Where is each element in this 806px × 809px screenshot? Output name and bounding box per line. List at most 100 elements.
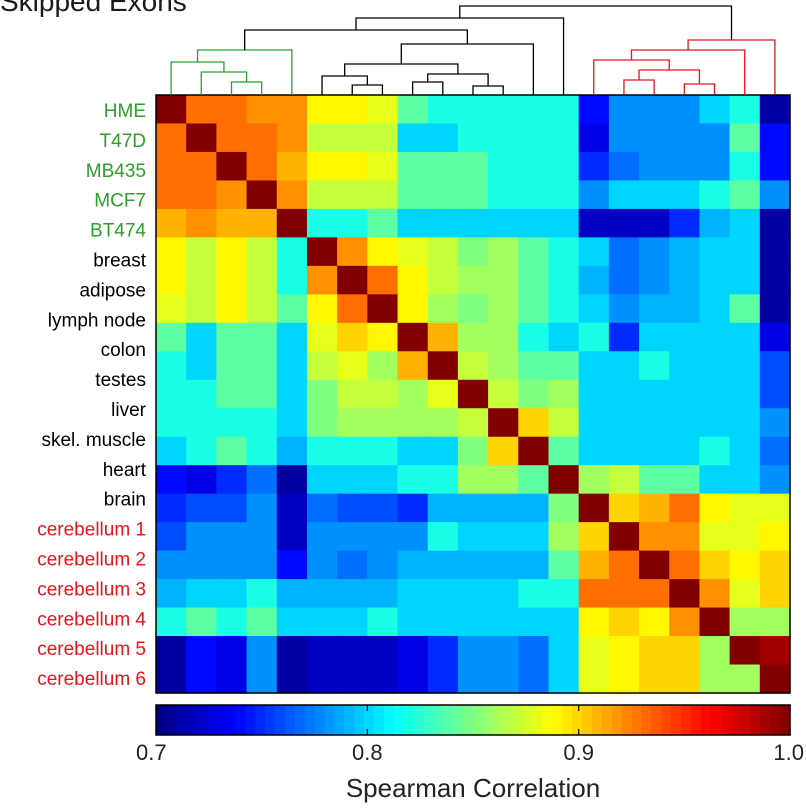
heatmap-cell xyxy=(639,151,670,182)
colorbar-segment xyxy=(453,705,464,735)
heatmap-cell xyxy=(246,436,278,466)
heatmap-cell xyxy=(306,123,338,153)
heatmap-cell xyxy=(427,237,459,267)
heatmap-cell xyxy=(699,322,731,352)
colorbar-segment xyxy=(631,705,643,735)
heatmap-cell xyxy=(699,465,731,495)
heatmap-cell xyxy=(669,436,701,466)
heatmap-cell xyxy=(246,579,278,609)
dendrogram-link xyxy=(472,85,504,95)
heatmap-cell xyxy=(276,408,308,438)
heatmap-cell xyxy=(397,351,429,381)
heatmap-cell xyxy=(156,436,187,466)
row-label: testes xyxy=(95,370,146,391)
heatmap-cell xyxy=(518,151,550,182)
heatmap-cell xyxy=(216,322,248,352)
heatmap-cell xyxy=(337,550,368,580)
heatmap-cell xyxy=(759,208,791,238)
heatmap-cell xyxy=(729,636,761,666)
heatmap-cell xyxy=(669,265,701,295)
colorbar-frame xyxy=(155,704,791,736)
heatmap-cell xyxy=(186,208,217,238)
heatmap-cell xyxy=(639,379,670,409)
heatmap-cell xyxy=(518,351,550,381)
heatmap-cell xyxy=(337,436,368,466)
heatmap-cell xyxy=(186,607,217,637)
colorbar-segment xyxy=(403,705,415,735)
heatmap-cell xyxy=(548,664,580,694)
colorbar-tick-label: 1.0 xyxy=(773,740,804,765)
row-label: adipose xyxy=(79,280,146,301)
dendrogram-link xyxy=(593,59,670,95)
heatmap-cell xyxy=(759,636,791,666)
heatmap-cell xyxy=(367,550,399,580)
colorbar-segment xyxy=(354,705,365,735)
heatmap-cell xyxy=(488,465,519,495)
heatmap-cell xyxy=(337,294,368,324)
heatmap-cell xyxy=(457,636,489,666)
heatmap-cell xyxy=(276,664,308,694)
heatmap-cell xyxy=(608,664,640,694)
heatmap-cell xyxy=(669,351,701,381)
heatmap-cell xyxy=(156,265,187,295)
heatmap-cell xyxy=(729,208,761,238)
heatmap-cell xyxy=(639,408,670,438)
heatmap-cell xyxy=(488,579,519,609)
heatmap-cell xyxy=(216,237,248,267)
heatmap-cell xyxy=(306,294,338,324)
heatmap-cell xyxy=(759,351,791,381)
colorbar-segment xyxy=(156,705,167,735)
heatmap-cell xyxy=(397,408,429,438)
colorbar-tick-label: 0.9 xyxy=(563,740,594,765)
heatmap-cell xyxy=(306,579,338,609)
heatmap-cell xyxy=(759,579,791,609)
heatmap-cell xyxy=(457,465,489,495)
colorbar-segment xyxy=(443,705,454,735)
heatmap-cell xyxy=(608,237,640,267)
heatmap-cell xyxy=(488,408,519,438)
heatmap-cell xyxy=(367,636,399,666)
heatmap-cell xyxy=(216,522,248,552)
heatmap-cell xyxy=(759,151,791,182)
heatmap-cell xyxy=(216,123,248,153)
heatmap-cells xyxy=(156,95,791,694)
heatmap-cell xyxy=(548,151,580,182)
heatmap-cell xyxy=(457,550,489,580)
colorbar-segment xyxy=(463,705,474,735)
heatmap-cell xyxy=(608,607,640,637)
heatmap-cell xyxy=(306,351,338,381)
heatmap-cell xyxy=(427,664,459,694)
heatmap-cell xyxy=(669,237,701,267)
heatmap-cell xyxy=(548,123,580,153)
heatmap-cell xyxy=(186,408,217,438)
heatmap-cell xyxy=(759,436,791,466)
heatmap-cell xyxy=(729,351,761,381)
heatmap-cell xyxy=(488,636,519,666)
heatmap-cell xyxy=(337,607,368,637)
heatmap-cell xyxy=(276,237,308,267)
heatmap-cell xyxy=(578,465,610,495)
heatmap-cell xyxy=(578,607,610,637)
colorbar-segment xyxy=(700,705,712,735)
heatmap-cell xyxy=(156,550,187,580)
heatmap-cell xyxy=(729,379,761,409)
heatmap-cell xyxy=(488,294,519,324)
heatmap-cell xyxy=(488,522,519,552)
heatmap-cell xyxy=(367,208,399,238)
heatmap-cell xyxy=(578,522,610,552)
heatmap-cell xyxy=(397,607,429,637)
heatmap-cell xyxy=(156,151,187,182)
colorbar-segment xyxy=(621,705,633,735)
heatmap-cell xyxy=(367,322,399,352)
heatmap-cell xyxy=(276,151,308,182)
heatmap-cell xyxy=(397,151,429,182)
heatmap-cell xyxy=(729,151,761,182)
colorbar-segment xyxy=(661,705,672,735)
heatmap-cell xyxy=(608,322,640,352)
heatmap-cell xyxy=(608,265,640,295)
colorbar-segment xyxy=(502,705,514,735)
heatmap-cell xyxy=(608,95,640,125)
colorbar-segment xyxy=(482,705,494,735)
heatmap-cell xyxy=(186,180,217,210)
heatmap-cell xyxy=(518,636,550,666)
